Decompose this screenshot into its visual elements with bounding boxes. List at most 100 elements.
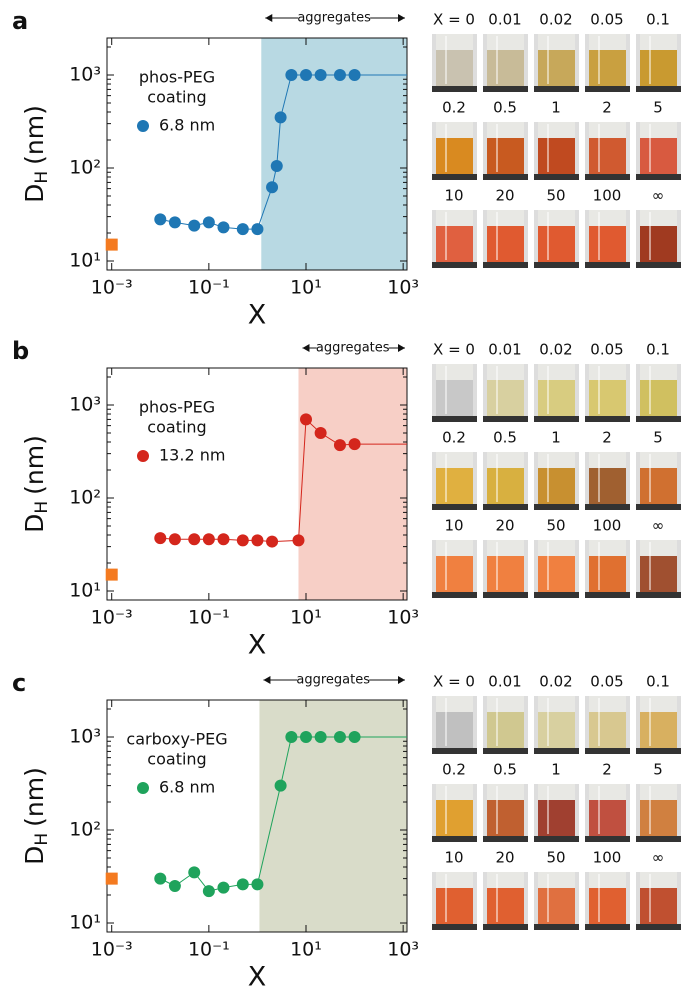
photo-label: 5: [653, 761, 663, 779]
arrow-head: [263, 676, 271, 684]
photo-label: 10: [444, 517, 463, 535]
marker: [217, 533, 230, 546]
vial-glass: [538, 696, 575, 712]
vial-glass: [589, 210, 626, 226]
marker: [202, 885, 215, 898]
marker: [168, 879, 181, 892]
marker: [274, 111, 287, 124]
region-label: aggregates: [297, 11, 371, 26]
marker: [314, 69, 327, 82]
vial-liquid: [589, 50, 626, 88]
photo-label: ∞: [652, 517, 665, 535]
aggregate-region: [298, 368, 407, 600]
vial-liquid: [436, 712, 473, 750]
photo-label: 10: [444, 849, 463, 867]
vial-liquid: [589, 226, 626, 264]
vial-glass: [640, 784, 677, 800]
marker: [154, 532, 167, 545]
x-tick-label: 10⁻¹: [188, 607, 230, 629]
photo-label: 0.2: [442, 99, 466, 117]
photo-label: ∞: [652, 187, 665, 205]
vial-glass: [538, 784, 575, 800]
vial-shadow: [432, 86, 477, 92]
vial-liquid: [589, 800, 626, 838]
legend-label: 6.8 nm: [159, 116, 215, 135]
vial-liquid: [436, 468, 473, 506]
photo-label: 100: [593, 849, 622, 867]
vial-shadow: [636, 592, 681, 598]
vial-glass: [589, 540, 626, 556]
vial-shadow: [534, 262, 579, 268]
vial-liquid: [487, 556, 524, 594]
vial-glass: [436, 452, 473, 468]
marker: [274, 779, 287, 792]
arrow-head: [398, 676, 405, 684]
legend-label: 13.2 nm: [159, 446, 225, 465]
marker: [168, 533, 181, 546]
vial-liquid: [538, 226, 575, 264]
y-tick-label: 10¹: [69, 911, 101, 933]
marker: [266, 181, 279, 194]
vial-shadow: [585, 174, 630, 180]
vial-shadow: [534, 504, 579, 510]
vial-glass: [487, 122, 524, 138]
photo-label: 1: [551, 761, 561, 779]
vial-glass: [640, 210, 677, 226]
panel: c aggregates 10¹ 10² 10³ 10⁻³ 10⁻¹ 10¹ 10³ X DH (nm…: [12, 669, 681, 993]
vial-liquid: [538, 50, 575, 88]
vial-liquid: [436, 556, 473, 594]
photo-label: 0.01: [488, 673, 521, 691]
vial-shadow: [534, 748, 579, 754]
vial-shadow: [636, 86, 681, 92]
vial-liquid: [487, 138, 524, 176]
vial-shadow: [483, 748, 528, 754]
y-label-unit: (nm): [20, 435, 49, 495]
vial-shadow: [636, 504, 681, 510]
x-tick-label: 10¹: [290, 277, 322, 299]
vial-glass: [589, 364, 626, 380]
x-axis-label: X: [248, 630, 267, 661]
photo-label: 50: [546, 849, 565, 867]
plot-frame: [106, 367, 408, 601]
photo-label: 5: [653, 99, 663, 117]
photo-label: 0.05: [590, 341, 623, 359]
annotation: phos-PEG: [139, 68, 215, 87]
vial-glass: [640, 122, 677, 138]
vial-glass: [538, 210, 575, 226]
vial-shadow: [585, 416, 630, 422]
vial-shadow: [432, 592, 477, 598]
y-label-main: D: [20, 184, 49, 203]
photo-label: 20: [495, 849, 514, 867]
vial-glass: [436, 872, 473, 888]
vial-liquid: [487, 712, 524, 750]
arrow-head: [265, 14, 273, 22]
vial-glass: [640, 452, 677, 468]
vial-shadow: [483, 504, 528, 510]
marker: [285, 731, 298, 744]
y-label-unit: (nm): [20, 767, 49, 827]
vial-liquid: [487, 888, 524, 926]
photo-label: 0.01: [488, 11, 521, 29]
photo-label: 0.05: [590, 11, 623, 29]
vial-glass: [436, 122, 473, 138]
aggregate-region: [259, 700, 407, 932]
photo-label: 0.5: [493, 761, 517, 779]
marker: [202, 533, 215, 546]
photo-label: 0.1: [646, 341, 670, 359]
y-tick-label: 10³: [69, 726, 101, 748]
y-tick-label: 10¹: [69, 579, 101, 601]
marker: [266, 535, 279, 548]
marker: [154, 213, 167, 226]
vial-liquid: [538, 556, 575, 594]
marker: [188, 533, 201, 546]
vial-liquid: [436, 50, 473, 88]
marker: [251, 878, 264, 891]
vial-glass: [436, 364, 473, 380]
vial-shadow: [534, 592, 579, 598]
vial-glass: [487, 364, 524, 380]
vial-glass: [538, 34, 575, 50]
vial-shadow: [483, 592, 528, 598]
vial-glass: [436, 784, 473, 800]
marker: [348, 69, 361, 82]
